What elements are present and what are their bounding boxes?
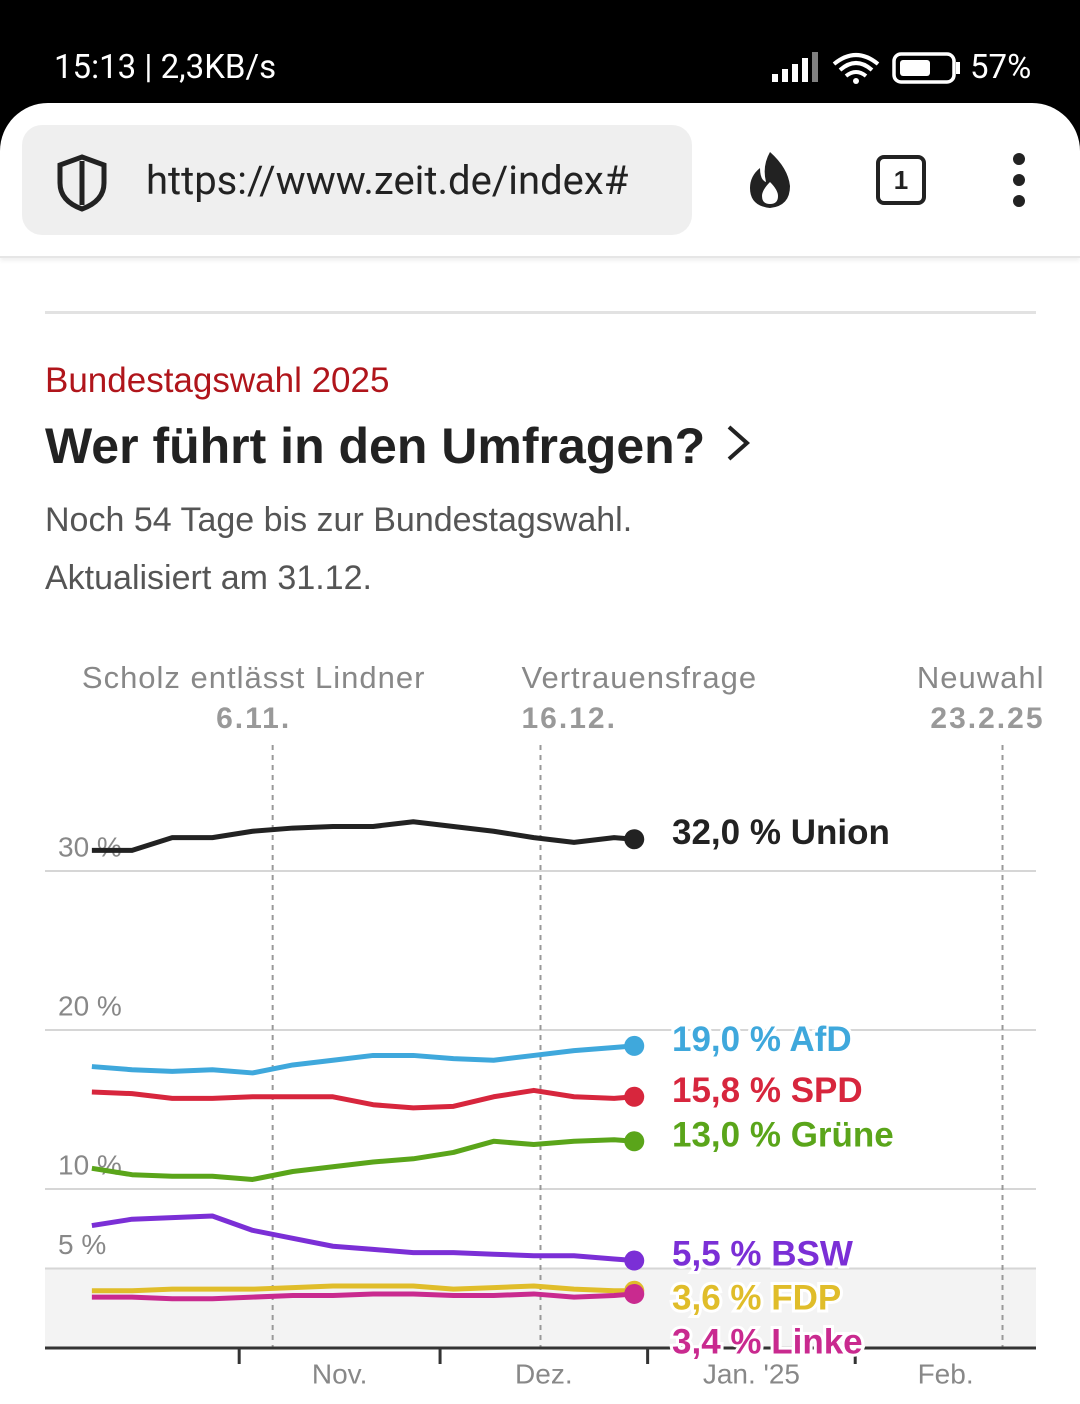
end-label: 3,6 % FDP	[672, 1279, 841, 1318]
chart: 5 % 10 % 20 % 30 % Scholz entlässt Lindner 6.…	[45, 660, 1045, 1389]
kicker: Bundestagswahl 2025	[45, 361, 390, 400]
end-label: 5,5 % BSW	[672, 1235, 853, 1274]
series-line	[91, 1043, 635, 1076]
x-tick-label: Feb.	[918, 1358, 974, 1389]
end-dot	[624, 1131, 645, 1152]
y-tick-label: 10 %	[58, 1149, 122, 1180]
info-line: Aktualisiert am 31.12.	[45, 559, 372, 597]
series-name: FDP	[771, 1279, 841, 1318]
series-name: Union	[791, 813, 890, 852]
end-value: 32,0 %	[672, 813, 781, 852]
end-dot	[624, 1086, 645, 1107]
url-text[interactable]: https://www.zeit.de/index#	[146, 157, 629, 204]
battery-level: 57%	[970, 48, 1032, 87]
series-name: SPD	[791, 1071, 863, 1110]
event-label: Scholz entlässt Lindner	[82, 660, 426, 695]
end-label: 19,0 % AfD	[672, 1020, 852, 1059]
x-tick-label: Dez.	[515, 1358, 573, 1389]
end-value: 5,5 %	[672, 1235, 762, 1274]
end-value: 3,6 %	[672, 1279, 762, 1318]
fire-icon[interactable]	[740, 148, 800, 213]
event-label: Neuwahl	[917, 660, 1045, 695]
end-dot	[624, 1035, 645, 1056]
series-name: Grüne	[791, 1116, 894, 1155]
end-label: 3,4 % Linke	[672, 1323, 863, 1362]
event-date: 23.2.25	[930, 702, 1044, 735]
status-icons	[772, 52, 960, 84]
end-label: 32,0 % Union	[672, 813, 890, 852]
series-name: AfD	[789, 1020, 851, 1059]
series-name: BSW	[771, 1235, 853, 1274]
info-line: Noch 54 Tage bis zur Bundestagswahl.	[45, 501, 633, 539]
tab-count[interactable]: 1	[876, 155, 926, 205]
event-date: 6.11.	[216, 702, 291, 735]
end-dot	[624, 1250, 645, 1271]
series-line	[91, 1087, 635, 1111]
end-dot	[624, 829, 645, 850]
series-line	[91, 1283, 635, 1294]
y-tick-label: 20 %	[58, 990, 122, 1021]
status-bar: 15:13 | 2,3KB/s 57%	[0, 0, 1080, 110]
chevron[interactable]	[719, 423, 759, 463]
series-line	[91, 1213, 635, 1264]
x-tick-label: Jan. '25	[703, 1358, 800, 1389]
headline-text[interactable]: Wer führt in den Umfragen?	[45, 418, 706, 474]
end-label: 13,0 % Grüne	[672, 1116, 894, 1155]
end-value: 13,0 %	[672, 1116, 781, 1155]
x-tick-label: Nov.	[312, 1358, 368, 1389]
status-time: 15:13 | 2,3KB/s	[54, 48, 277, 87]
shield-icon[interactable]	[52, 153, 112, 213]
end-value: 15,8 %	[672, 1071, 781, 1110]
address-bar[interactable]: https://www.zeit.de/index#	[22, 125, 692, 235]
headline[interactable]: Wer führt in den Umfragen?	[45, 417, 759, 475]
y-tick-label: 5 %	[58, 1229, 106, 1260]
series-line	[91, 1291, 635, 1302]
end-value: 19,0 %	[672, 1020, 781, 1059]
series-name: Linke	[771, 1323, 862, 1362]
y-tick-label: 30 %	[58, 831, 122, 862]
event-label: Vertrauensfrage	[522, 660, 758, 695]
end-label: 15,8 % SPD	[672, 1071, 863, 1110]
separator	[45, 311, 1036, 314]
end-dot	[624, 1283, 645, 1304]
series-line	[91, 1137, 635, 1182]
menu-icon[interactable]	[1005, 153, 1035, 213]
series-line	[91, 819, 635, 853]
event-date: 16.12.	[522, 702, 617, 735]
end-value: 3,4 %	[672, 1323, 762, 1362]
browser-toolbar: https://www.zeit.de/index# 1	[0, 103, 1080, 258]
